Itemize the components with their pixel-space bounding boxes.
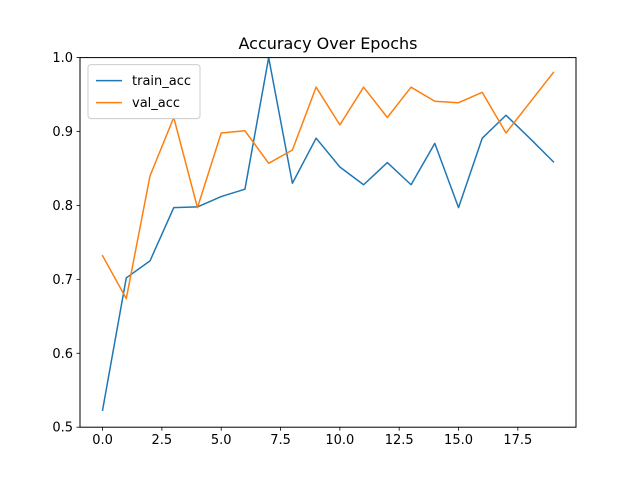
x-tick-label: 5.0	[211, 433, 232, 448]
x-tick-label: 17.5	[503, 433, 532, 448]
x-axis: 0.0 2.5 5.0 7.5 10.0 12.5 15.0 17.5	[92, 427, 532, 448]
chart-title: Accuracy Over Epochs	[238, 34, 417, 53]
y-tick-label: 0.8	[52, 199, 73, 214]
legend-label-val_acc: val_acc	[132, 96, 180, 111]
series-line-val_acc	[101, 71, 555, 300]
y-tick-label: 0.6	[52, 347, 73, 362]
x-tick-label: 2.5	[152, 433, 173, 448]
legend-label-train_acc: train_acc	[132, 74, 191, 89]
x-tick-label: 15.0	[444, 433, 473, 448]
y-tick-label: 0.7	[52, 273, 73, 288]
x-tick-label: 12.5	[385, 433, 414, 448]
series-line-train_acc	[101, 56, 555, 412]
y-tick-label: 0.9	[52, 125, 73, 140]
legend: train_acc val_acc	[87, 64, 201, 120]
x-tick-label: 7.5	[270, 433, 291, 448]
plot-lines	[101, 56, 555, 412]
y-tick-label: 0.5	[52, 421, 73, 436]
y-axis: 0.5 0.6 0.7 0.8 0.9 1.0	[52, 51, 80, 436]
x-tick-label: 0.0	[92, 433, 113, 448]
axes-frame	[79, 57, 577, 428]
y-tick-label: 1.0	[52, 51, 73, 66]
legend-box	[87, 64, 201, 120]
x-tick-label: 10.0	[325, 433, 354, 448]
